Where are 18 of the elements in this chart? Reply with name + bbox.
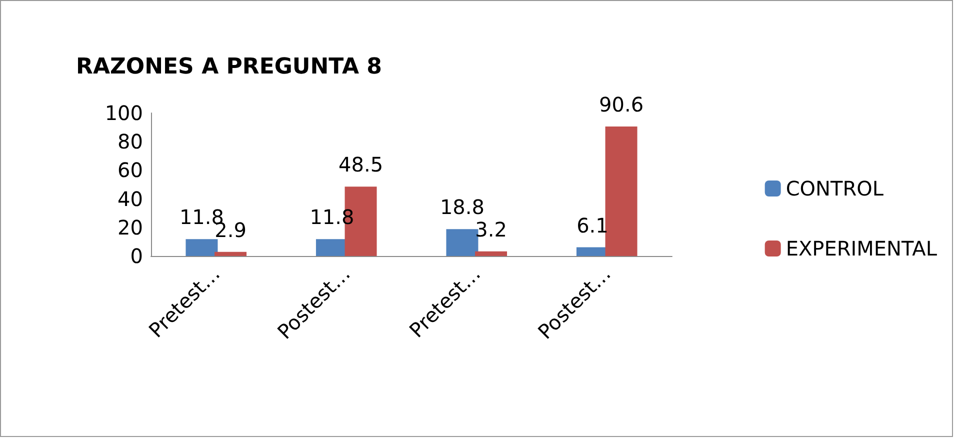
y-tick-label: 0 [130,244,143,268]
bar [605,126,638,256]
bar [446,229,478,256]
y-tick-label: 60 [118,158,143,182]
y-tick-label: 80 [118,130,143,154]
y-tick-label: 20 [118,215,143,240]
data-label: 90.6 [599,92,644,116]
chart-title: RAZONES A PREGUNTA 8 [76,54,382,80]
data-label: 18.8 [440,195,484,220]
y-tick-label: 40 [118,186,143,211]
legend-label: EXPERIMENTAL [786,236,938,260]
bar [214,252,247,256]
data-label: 3.2 [475,217,507,242]
bar [475,251,508,256]
y-tick-label: 100 [104,101,143,125]
data-label: 48.5 [338,152,384,177]
bar [186,239,218,256]
legend-label: CONTROL [786,176,884,200]
